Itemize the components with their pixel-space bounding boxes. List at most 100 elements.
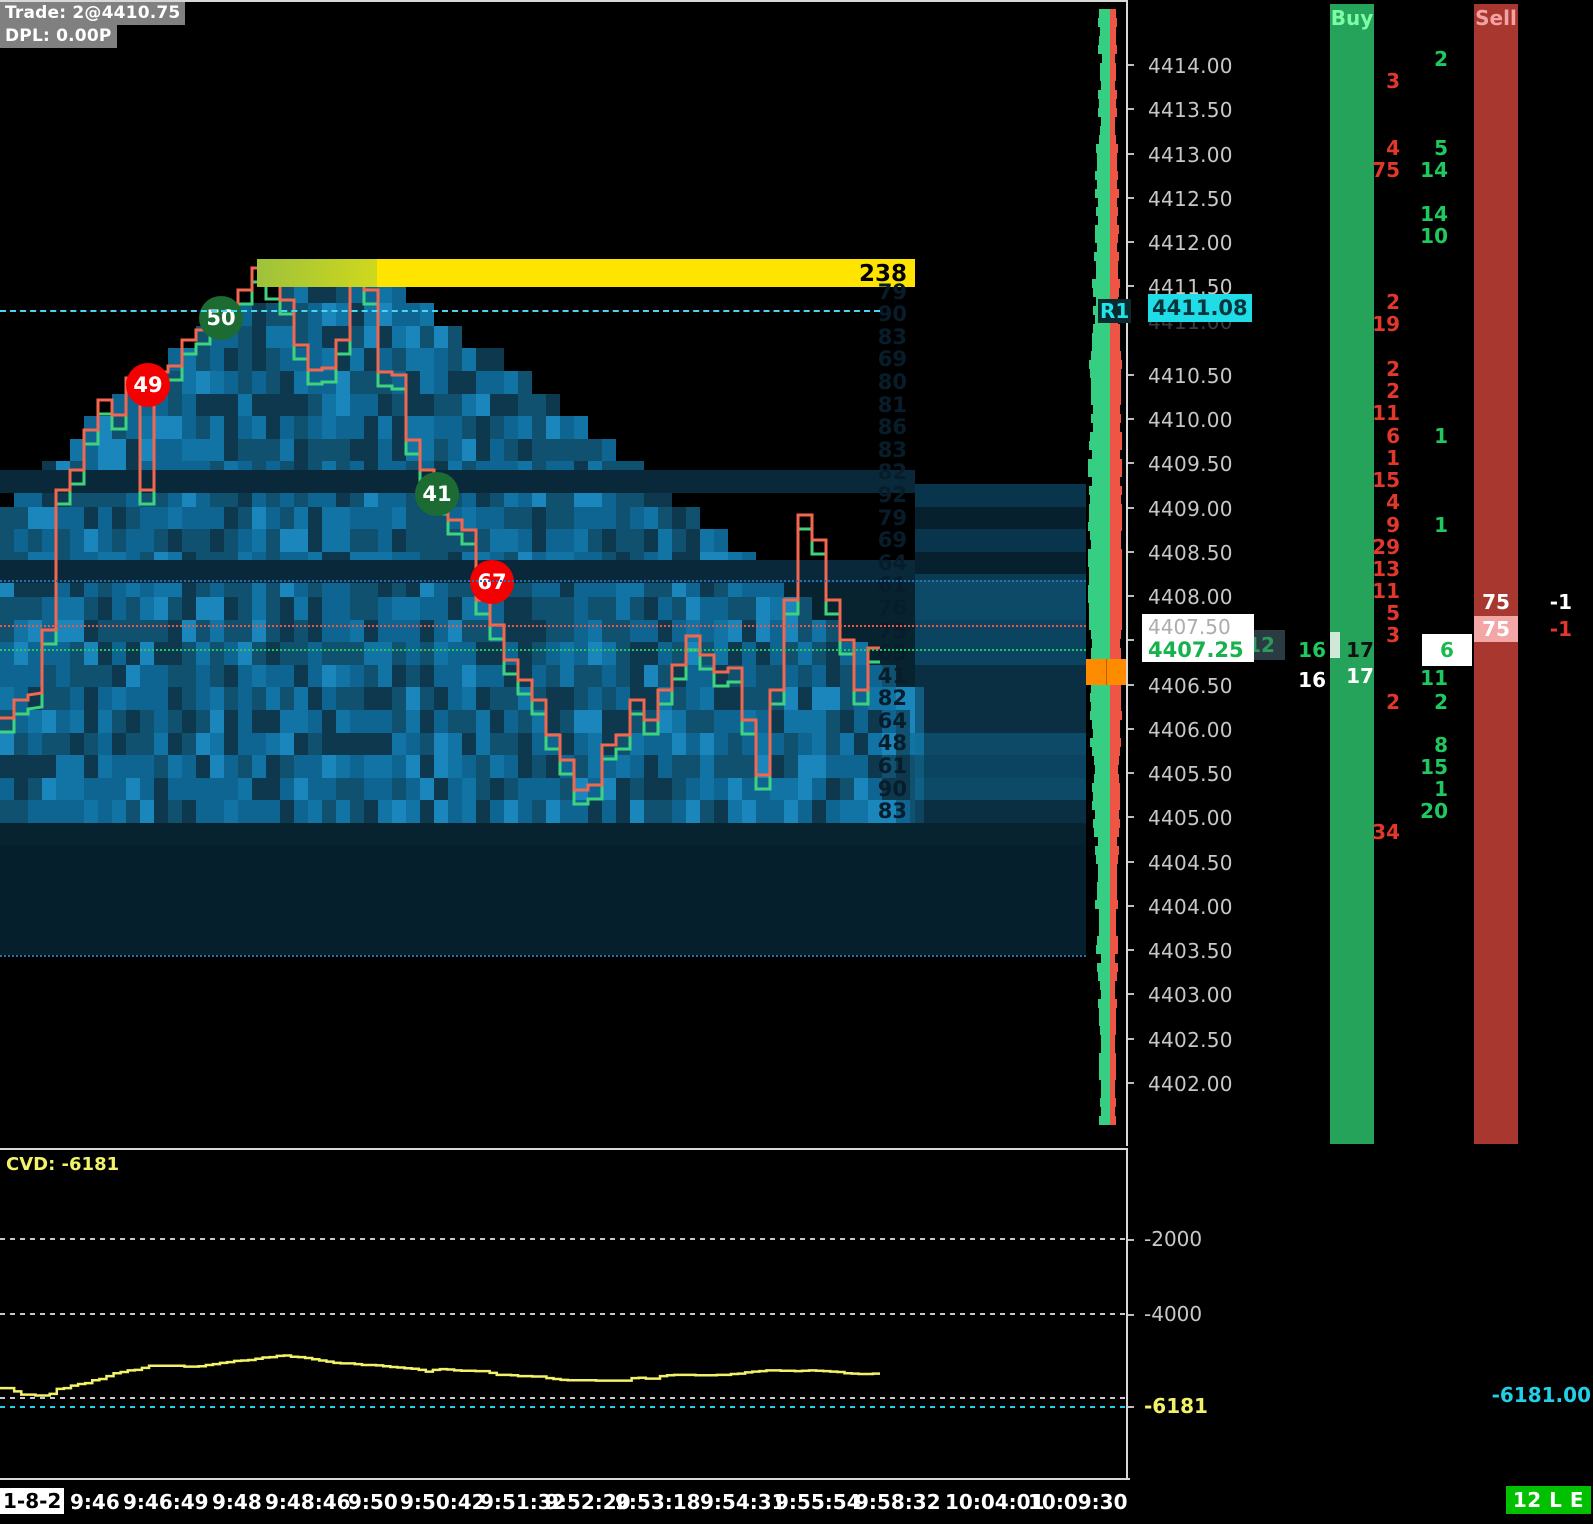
dom-position-size: 75 <box>1482 590 1510 614</box>
vp-value: 83 <box>877 324 907 349</box>
time-label: 9:52:20 <box>545 1490 631 1514</box>
price-tick <box>1128 108 1134 111</box>
trade-marker-buy[interactable]: 50 <box>199 296 243 340</box>
price-tick-label: 4402.50 <box>1148 1027 1233 1052</box>
cvd-scale: -2000-4000-6181-8000 <box>1126 1148 1252 1500</box>
price-tick <box>1128 904 1134 907</box>
cvd-top-border <box>0 1148 1126 1150</box>
vp-value: 82 <box>877 460 907 485</box>
dom-bid-size: 34 <box>1372 820 1400 844</box>
trade-marker-buy[interactable]: 41 <box>415 472 459 516</box>
price-tick <box>1128 949 1134 951</box>
dom-bid-size: 2 <box>1386 357 1400 381</box>
trade-marker-label: 67 <box>477 570 507 594</box>
dom-ask-size: 10 <box>1420 224 1448 248</box>
vp-value: 81 <box>877 392 907 417</box>
price-tick-label: 4402.00 <box>1148 1071 1233 1096</box>
vp-value: 83 <box>877 799 907 824</box>
trade-marker-label: 49 <box>133 373 163 397</box>
r1-value-badge: 4411.08 <box>1148 294 1252 322</box>
price-tick-label: 4406.00 <box>1148 717 1233 742</box>
price-tick-label: 4405.50 <box>1148 762 1233 786</box>
time-label: 9:50 <box>348 1490 398 1514</box>
dom-bid-size: 11 <box>1372 579 1400 603</box>
dom-ask-size: 20 <box>1420 799 1448 823</box>
cvd-tick <box>1128 1239 1134 1241</box>
dom-bid-size: 13 <box>1372 557 1400 581</box>
dom-panel[interactable]: Buy Sell 3 4 75 2 19 2 2 11 6 1 15 4 9 29 13 11 5 3 2 34 2 5 1… <box>1237 0 1593 1460</box>
r1-label: R1 <box>1098 299 1132 323</box>
price-tick-label: 4409.50 <box>1148 452 1233 477</box>
vp-value: 90 <box>877 302 907 327</box>
time-axis: 1-8-2 9:46 9:46:49 9:48 9:48:46 9:50 9:50:42 9… <box>0 1478 1593 1524</box>
price-tick-label: 4409.00 <box>1148 496 1233 521</box>
vp-value: 64 <box>877 550 907 575</box>
time-label: 9:48:46 <box>265 1490 351 1514</box>
buy-column[interactable] <box>1330 4 1374 1144</box>
dom-ask-size: 14 <box>1420 158 1448 182</box>
price-tick <box>1128 772 1134 774</box>
dom-bid-size: 2 <box>1386 379 1400 403</box>
vp-value: 65 <box>877 641 907 666</box>
time-label: 10:04:01 <box>945 1490 1045 1514</box>
time-label: 9:48 <box>212 1490 262 1514</box>
buy-label: Buy <box>1330 6 1374 30</box>
time-label: 9:46 <box>70 1490 120 1514</box>
time-label: 9:58:32 <box>855 1490 941 1514</box>
sell-column[interactable] <box>1474 4 1518 1144</box>
price-tick <box>1128 816 1134 819</box>
dom-buy-qty: 17 <box>1346 664 1374 688</box>
dom-ask-size: 1 <box>1434 424 1448 448</box>
date-tag: 1-8-2 <box>0 1488 65 1514</box>
cvd-pane[interactable]: CVD: -6181 <box>0 1148 1126 1478</box>
order-book-heatmap <box>0 280 1086 957</box>
cvd-line-chart <box>0 1238 1126 1408</box>
dom-ask-size: 8 <box>1434 733 1448 757</box>
price-tick-label: 4412.50 <box>1148 186 1233 211</box>
dom-ask-size: 1 <box>1434 777 1448 801</box>
time-label: 9:54:31 <box>700 1490 786 1514</box>
time-label: 10:09:30 <box>1028 1490 1128 1514</box>
dom-ask-size: 5 <box>1434 136 1448 160</box>
price-tick <box>1128 639 1134 642</box>
price-tick-label: 4408.00 <box>1148 585 1233 609</box>
trade-info: Trade: 2@4410.75 <box>0 2 186 25</box>
bid-ask-badge: 4407.50 4407.25 <box>1142 614 1254 662</box>
buy-position-marker <box>1330 632 1340 658</box>
price-tick-label: 4408.50 <box>1148 540 1233 565</box>
time-label: 9:50:42 <box>400 1490 486 1514</box>
price-tick-label: 4413.50 <box>1148 98 1233 123</box>
price-tick-label: 4403.50 <box>1148 939 1233 963</box>
current-price-volume-block <box>1086 659 1128 685</box>
status-tag[interactable]: 12 L E <box>1505 1486 1591 1514</box>
dom-bid-size: 5 <box>1386 601 1400 625</box>
dom-ask-size: 11 <box>1420 666 1448 690</box>
dom-bid-size: 2 <box>1386 290 1400 314</box>
price-scale[interactable]: 4414.00 4413.50 4413.00 4412.50 4412.00 4411.… <box>1098 0 1254 1146</box>
poc-gradient <box>257 259 377 287</box>
price-tick <box>1128 860 1134 863</box>
dom-bid-size: 3 <box>1386 69 1400 93</box>
trade-marker-sell[interactable]: 49 <box>126 363 170 407</box>
bid-price: 4407.25 <box>1148 638 1244 662</box>
vp-value: 41 <box>877 663 907 688</box>
dom-bid-size: 2 <box>1386 690 1400 714</box>
dom-cell-75-highlight[interactable]: 75 <box>1474 616 1518 642</box>
dom-bid-size: 6 <box>1386 424 1400 448</box>
time-label: 9:53:18 <box>615 1490 701 1514</box>
cvd-tick-label: -2000 <box>1144 1227 1203 1251</box>
price-tick-label: 4404.50 <box>1148 850 1233 875</box>
vp-value: 90 <box>877 776 907 801</box>
price-tick-label: 4410.50 <box>1148 363 1233 388</box>
price-tick <box>1128 1037 1134 1040</box>
dom-cell-6[interactable]: 6 <box>1422 634 1472 666</box>
time-axis-top-border <box>0 1478 1130 1480</box>
dom-ask-size: 1 <box>1434 513 1448 537</box>
trade-marker-sell[interactable]: 67 <box>470 560 514 604</box>
dom-bid-size: 11 <box>1372 401 1400 425</box>
vp-value: 61 <box>877 573 907 598</box>
dom-ask-size: 2 <box>1434 47 1448 71</box>
price-chart-pane[interactable]: 238 238799083698081868382927969646176756… <box>0 0 1126 1146</box>
price-tick <box>1128 683 1134 686</box>
